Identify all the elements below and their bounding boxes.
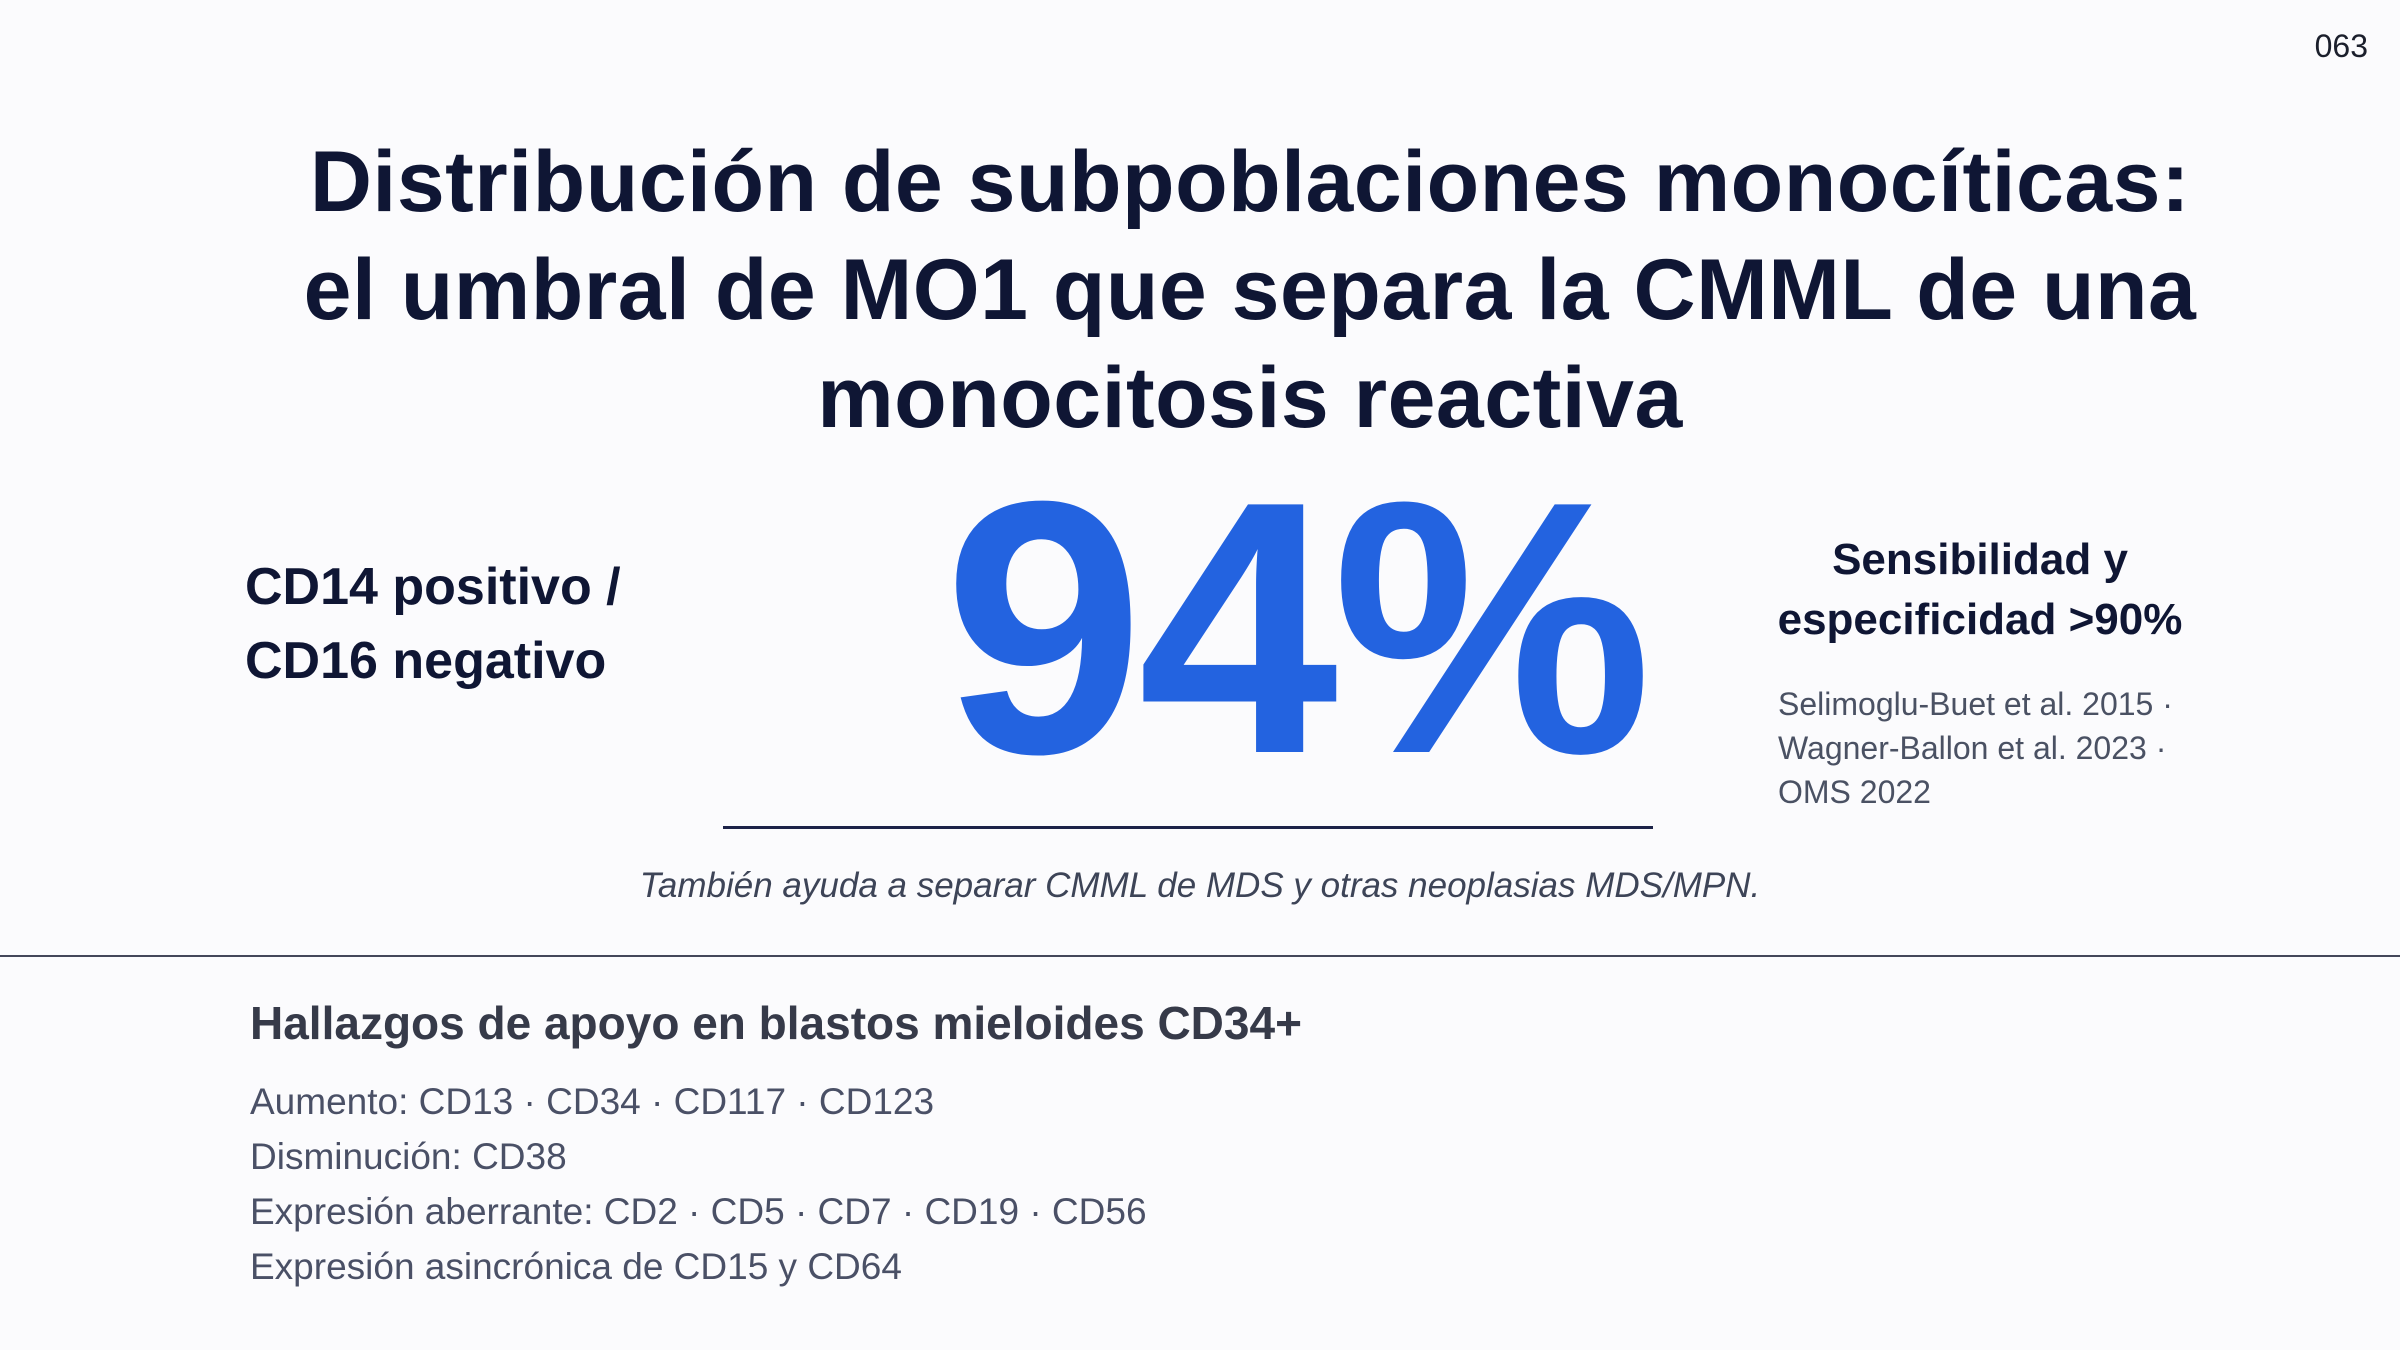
slide-title-line: monocitosis reactiva	[817, 350, 1683, 446]
slide-title-line: Distribución de subpoblaciones monocític…	[309, 134, 2191, 230]
performance-label: Sensibilidad y especificidad >90%	[1760, 530, 2200, 650]
big-stat-value: 94%	[943, 427, 1653, 829]
italic-note: También ayuda a separar CMML de MDS y ot…	[639, 866, 1761, 905]
references: Selimoglu-Buet et al. 2015 · Wagner-Ball…	[1778, 682, 2173, 814]
slide-title: Distribución de subpoblaciones monocític…	[150, 128, 2350, 452]
reference-line: Wagner-Ballon et al. 2023 ·	[1778, 730, 2167, 766]
page-number: 063	[2314, 28, 2368, 64]
stat-underline-divider	[723, 826, 1653, 829]
reference-line: OMS 2022	[1778, 774, 1931, 810]
performance-label-line: especificidad >90%	[1777, 595, 2183, 644]
slide-title-line: el umbral de MO1 que separa la CMML de u…	[303, 242, 2197, 338]
performance-label-line: Sensibilidad y	[1832, 535, 2128, 584]
list-item: Expresión aberrante: CD2 · CD5 · CD7 · C…	[250, 1191, 1147, 1232]
marker-label-line: CD16 negativo	[245, 632, 607, 690]
list-item: Aumento: CD13 · CD34 · CD117 · CD123	[250, 1081, 935, 1122]
reference-line: Selimoglu-Buet et al. 2015 ·	[1778, 686, 2173, 722]
marker-label: CD14 positivo / CD16 negativo	[245, 550, 621, 698]
list-item: Expresión asincrónica de CD15 y CD64	[250, 1246, 902, 1287]
list-item: Disminución: CD38	[250, 1136, 567, 1177]
support-section-title: Hallazgos de apoyo en blastos mieloides …	[250, 997, 1302, 1049]
marker-label-line: CD14 positivo /	[245, 558, 621, 616]
support-findings-list: Aumento: CD13 · CD34 · CD117 · CD123 Dis…	[250, 1074, 1147, 1294]
section-divider	[0, 955, 2400, 957]
